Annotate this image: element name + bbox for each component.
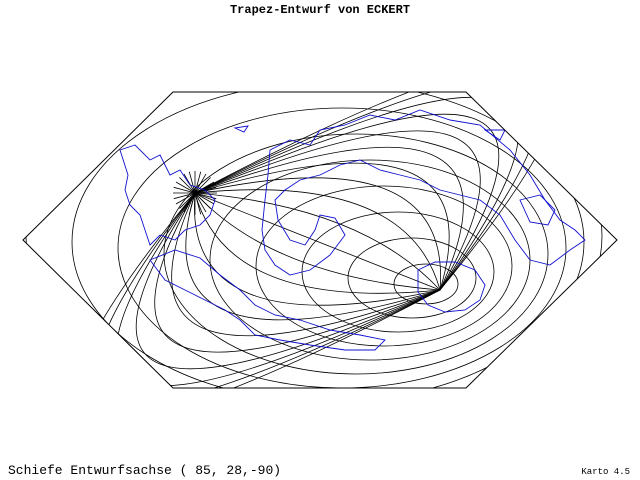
graticule-line (179, 177, 196, 194)
graticule-line (194, 177, 211, 194)
graticule-line (194, 192, 441, 294)
graticule-line (194, 177, 441, 291)
map-title: Trapez-Entwurf von ECKERT (230, 3, 410, 17)
graticule-line (194, 92, 539, 291)
graticule-line (135, 192, 441, 370)
graticule-line (194, 130, 481, 291)
projection-caption: Schiefe Entwurfsachse ( 85, 28,-90) (8, 463, 281, 478)
graticule-line (75, 192, 441, 388)
graticule-line (194, 192, 441, 291)
graticule-line (117, 107, 567, 388)
graticule-line (347, 237, 477, 319)
coastline (417, 261, 486, 313)
graticule-line (194, 192, 441, 306)
graticule-line (171, 192, 441, 337)
coastline (261, 109, 586, 276)
graticule-line (194, 189, 441, 291)
graticule-line (154, 192, 441, 353)
graticule-line (71, 92, 585, 388)
coastline (119, 144, 216, 246)
graticule-line (393, 263, 459, 305)
graticule-line (255, 185, 513, 347)
graticule-line (194, 146, 464, 291)
graticule-line (194, 92, 560, 291)
graticule-line (173, 192, 196, 200)
graticule-line (194, 192, 441, 291)
graticule-line (194, 192, 215, 205)
graticule-line (194, 113, 500, 291)
map-frame (22, 91, 618, 389)
graticule-line (194, 162, 450, 291)
graticule-line (96, 192, 441, 388)
coastline (149, 249, 386, 351)
coastlines (119, 109, 586, 351)
graticule (25, 92, 603, 388)
version-label: Karto 4.5 (581, 467, 630, 477)
graticule-line (194, 171, 202, 194)
graticule-line (194, 192, 207, 213)
coastline (233, 125, 556, 226)
